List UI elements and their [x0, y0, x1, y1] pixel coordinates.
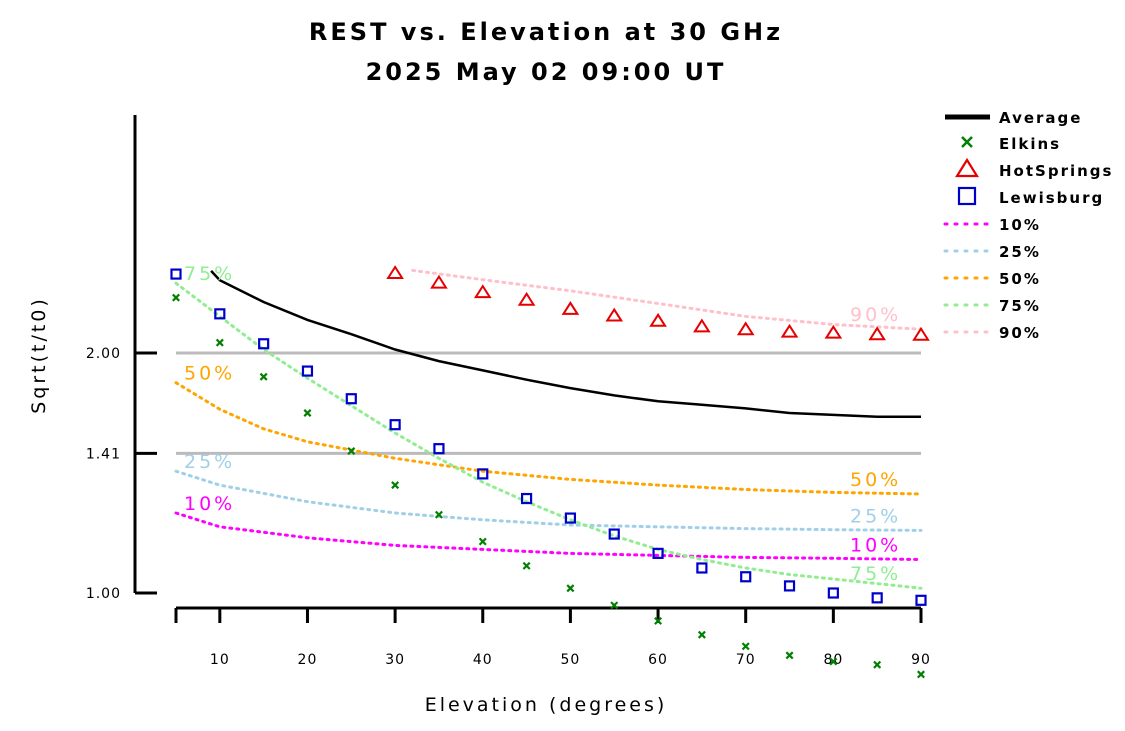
lewisburg-point	[783, 580, 796, 592]
elkins-point	[347, 447, 356, 456]
x-tick-label: 60	[648, 652, 668, 668]
y-tick-label: 2.00	[86, 346, 121, 362]
legend-percentile-label: 25%	[999, 243, 1041, 261]
x-tick-label: 50	[560, 652, 580, 668]
lewisburg-point	[608, 528, 620, 540]
lewisburg-point	[389, 419, 401, 431]
hotsprings-point	[605, 307, 624, 322]
elkins-point	[172, 293, 180, 302]
hotsprings-point	[430, 274, 448, 289]
legend-percentile-label: 75%	[999, 297, 1041, 315]
legend-percentile-label: 90%	[999, 324, 1041, 342]
legend-lewisburg-swatch	[957, 186, 977, 206]
elkins-point	[478, 537, 487, 546]
legend-hotsprings-label: HotSprings	[999, 162, 1113, 180]
hotsprings-point	[473, 284, 492, 299]
percentile-label: 10%	[184, 493, 235, 515]
elkins-point	[434, 510, 443, 519]
x-axis-title: Elevation (degrees)	[425, 694, 668, 716]
percentile-label: 90%	[850, 304, 901, 326]
lewisburg-point	[214, 308, 226, 320]
percentile-label: 75%	[184, 263, 235, 285]
lewisburg-point	[345, 393, 357, 405]
x-tick-label: 70	[736, 652, 756, 668]
percentile-curve	[174, 469, 923, 532]
elkins-point	[215, 338, 224, 347]
legend-elkins-swatch	[961, 136, 973, 148]
x-tick-label: 40	[473, 652, 493, 668]
elkins-point	[873, 660, 882, 669]
hotsprings-point	[649, 312, 667, 327]
chart-subtitle: 2025 May 02 09:00 UT	[365, 58, 727, 86]
elkins-point	[303, 409, 312, 417]
percentile-label: 50%	[184, 363, 235, 385]
x-tick-label: 80	[823, 652, 843, 668]
lewisburg-point	[652, 547, 664, 559]
elkins-point	[391, 481, 400, 490]
lewisburg-point	[740, 571, 752, 583]
elkins-point	[829, 657, 838, 666]
percentile-label: 25%	[850, 505, 901, 527]
elkins-point	[741, 642, 750, 651]
y-tick-label: 1.41	[86, 446, 121, 462]
hotsprings-point	[693, 318, 711, 333]
hotsprings-point	[780, 323, 799, 338]
legend-elkins-label: Elkins	[999, 135, 1061, 153]
legend-percentile-label: 10%	[999, 216, 1041, 234]
percentile-curve	[174, 281, 923, 590]
y-axis-title: Sqrt(t/t0)	[28, 296, 50, 414]
lewisburg-point	[301, 365, 314, 377]
lewisburg-point	[433, 443, 445, 455]
hotsprings-point	[824, 324, 843, 339]
legend-lewisburg-label: Lewisburg	[999, 189, 1104, 207]
elkins-point	[566, 584, 575, 593]
lewisburg-point	[696, 562, 708, 574]
y-tick-label: 1.00	[86, 586, 121, 602]
elkins-point	[697, 630, 706, 639]
legend-hotsprings-swatch	[955, 157, 979, 178]
legend-percentile-label: 50%	[999, 270, 1041, 288]
legend-average-label: Average	[999, 109, 1082, 127]
elkins-point	[917, 670, 925, 679]
elkins-point	[522, 561, 531, 570]
lewisburg-point	[170, 268, 182, 280]
lewisburg-point	[520, 492, 533, 505]
lewisburg-point	[258, 338, 270, 350]
lewisburg-point	[564, 512, 577, 524]
elkins-point	[610, 601, 619, 610]
x-tick-label: 30	[385, 652, 405, 668]
hotsprings-point	[868, 326, 886, 341]
percentile-label: 50%	[850, 469, 901, 491]
elkins-point	[785, 651, 794, 660]
hotsprings-point	[736, 321, 755, 336]
lewisburg-point	[827, 587, 839, 599]
x-tick-label: 20	[298, 652, 318, 668]
lewisburg-point	[871, 592, 883, 604]
hotsprings-point	[386, 265, 404, 279]
x-tick-label: 10	[210, 652, 230, 668]
elkins-point	[654, 616, 663, 625]
elkins-point	[259, 372, 268, 381]
average-line	[210, 270, 921, 419]
percentile-curve	[174, 511, 923, 561]
percentile-curve	[174, 381, 923, 496]
hotsprings-point	[912, 326, 930, 341]
x-tick-label: 90	[911, 652, 931, 668]
percentile-label: 75%	[850, 563, 901, 585]
percentile-label: 25%	[184, 451, 235, 473]
percentile-label: 10%	[850, 535, 901, 557]
chart-title: REST vs. Elevation at 30 GHz	[308, 18, 784, 46]
hotsprings-point	[517, 291, 536, 306]
percentile-curve	[411, 268, 923, 331]
lewisburg-point	[477, 468, 489, 480]
lewisburg-point	[915, 594, 927, 606]
hotsprings-point	[561, 301, 580, 315]
